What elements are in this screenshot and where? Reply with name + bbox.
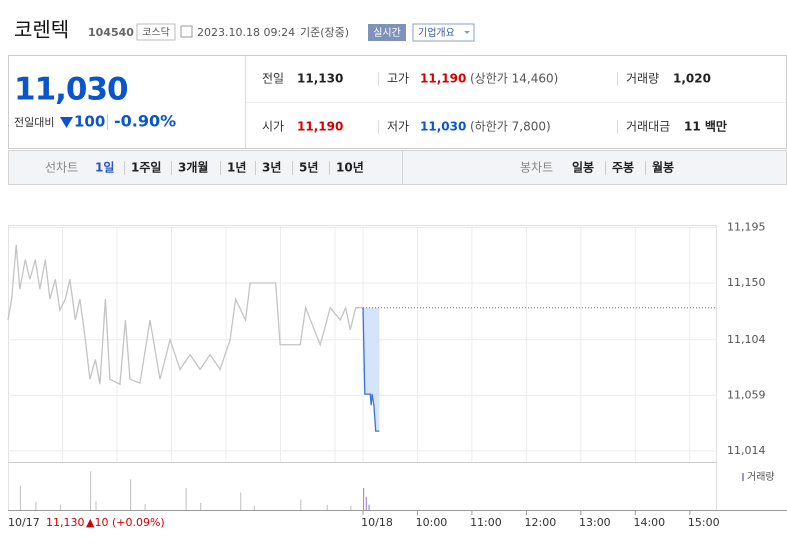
y-tick-label: 11,014 <box>727 444 766 457</box>
stock-name: 코렌텍 <box>14 18 69 42</box>
tab[interactable]: 주봉 <box>612 161 634 175</box>
stat-label: 거래대금 <box>626 120 670 134</box>
stat-value: 11,190 <box>420 72 466 86</box>
volume-legend: 거래량 <box>747 471 775 483</box>
change-pct: -0.90% <box>114 112 176 131</box>
price-line <box>362 307 380 432</box>
x-tick-label: 13:00 <box>579 516 611 529</box>
market-badge <box>136 23 176 41</box>
tab[interactable]: 1년 <box>227 161 246 175</box>
stat-label: 저가 <box>387 120 409 134</box>
stat-label: 거래량 <box>626 72 659 86</box>
stat-label: 시가 <box>262 120 284 134</box>
tab[interactable]: 10년 <box>336 161 364 175</box>
price-line <box>7 244 363 386</box>
area <box>363 307 380 432</box>
volume-bar <box>144 503 146 510</box>
tab[interactable]: 1주일 <box>131 161 161 175</box>
company[interactable]: 기업개요 <box>418 26 455 39</box>
stock-code: 104540 <box>88 26 134 39</box>
realtime[interactable]: 실시간 <box>373 27 401 39</box>
datetime: 2023.10.18 09:24 <box>197 26 295 39</box>
tab[interactable]: 일봉 <box>572 161 594 175</box>
volume-bar <box>363 488 365 510</box>
dropdown-arrow <box>464 31 470 34</box>
market: 코스닥 <box>142 27 170 39</box>
chart: 10/18 10:00 11:00 12:00 13:00 14:00 15:00 10/17… <box>7 220 787 529</box>
volume-bar <box>19 485 22 510</box>
x-tick-label: 10:00 <box>416 516 448 529</box>
volume-bar <box>300 499 302 510</box>
x-tick-label: 11:00 <box>470 516 502 529</box>
volume-legend-swatch <box>742 473 744 481</box>
tabs: 선차트 1일 1주일 3개월 1년 3년 5년 10년 봉차트 일봉 주봉 월봉 <box>45 160 674 175</box>
tab[interactable]: 1일 <box>95 161 114 175</box>
volume-bar <box>35 502 37 510</box>
company-button[interactable] <box>412 23 475 42</box>
down-arrow <box>60 117 73 128</box>
volume-bar <box>350 505 352 510</box>
volume-bar <box>95 501 97 510</box>
y-tick-label: 11,104 <box>727 333 766 346</box>
volume-bar <box>89 471 92 510</box>
x-tick-label: 14:00 <box>633 516 665 529</box>
y-tick-label: 11,195 <box>727 220 766 233</box>
stat-value: 11,130 <box>297 72 343 86</box>
basis: 기준(장중) <box>300 26 349 39</box>
volume-bar <box>326 504 328 510</box>
tab-bar <box>8 150 787 185</box>
tab[interactable]: 3년 <box>262 161 281 175</box>
realtime-badge[interactable] <box>368 24 406 41</box>
x-tick-label: 10/18 <box>361 516 393 529</box>
x-tick-label: 12:00 <box>525 516 557 529</box>
stat-extra: (하한가 7,800) <box>470 120 551 134</box>
stat-extra: (상한가 14,460) <box>470 72 558 86</box>
tab-group-label: 선차트 <box>45 161 78 175</box>
prev-change: ▲10 (+0.09%) <box>86 516 165 529</box>
stat-value: 1,020 <box>673 72 711 86</box>
volume-bar <box>129 479 132 510</box>
stat-value: 11,190 <box>297 120 343 134</box>
x-tick-label: 10/17 <box>8 516 40 529</box>
tab-group-label: 봉차트 <box>520 161 553 175</box>
volume-bar <box>240 492 242 510</box>
calendar-icon <box>180 25 193 38</box>
prev-close: 11,130 <box>46 516 85 529</box>
stat-value: 11,030 <box>420 120 466 134</box>
change: 100 <box>74 113 105 131</box>
volume-bar <box>59 504 62 510</box>
y-tick-label: 11,150 <box>727 276 766 289</box>
current-price: 11,030 <box>14 72 128 108</box>
tab[interactable]: 월봉 <box>652 160 674 175</box>
volume-bar <box>365 496 367 510</box>
volume-bar <box>368 504 370 510</box>
stat-label: 고가 <box>387 72 409 86</box>
volume-bar <box>185 488 187 510</box>
volume-bar <box>200 502 202 510</box>
tab[interactable]: 3개월 <box>178 160 208 175</box>
y-tick-label: 11,059 <box>727 388 766 401</box>
x-tick-label: 15:00 <box>688 516 720 529</box>
stat-value: 11 백만 <box>684 119 727 134</box>
tab[interactable]: 5년 <box>299 161 318 175</box>
volume-bar <box>253 505 255 510</box>
change-label: 전일대비 <box>14 115 54 129</box>
stat-label: 전일 <box>262 72 284 86</box>
stats: 전일 11,130 고가 11,190 (상한가 14,460) 거래량 1,0… <box>262 72 727 134</box>
